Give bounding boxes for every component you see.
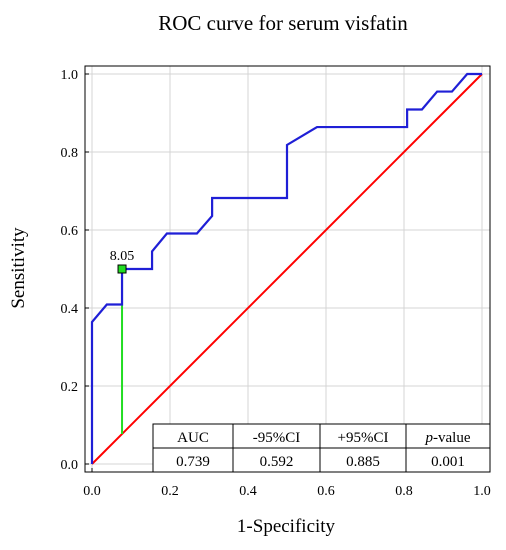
cutoff-label: 8.05 [110,249,135,264]
table-value-cell: 0.001 [431,454,465,470]
y-tick-label: 1.0 [61,68,79,83]
ticks: 0.0 0.0 0.2 0.2 0.4 0.4 0.6 0.6 0.8 0.8 1.0 1.0 [61,68,491,499]
table-value-cell: 0.885 [346,454,380,470]
x-tick-label: 0.8 [395,484,413,499]
y-axis-label: Sensitivity [8,227,29,309]
y-tick-label: 0.6 [61,224,79,239]
x-tick-label: 0.6 [317,484,335,499]
stats-table: AUC -95%CI +95%CI p-value 0.739 0.592 0.885 0.0… [152,423,491,473]
table-header-cell: +95%CI [338,430,389,446]
chart-title: ROC curve for serum visfatin [158,11,408,35]
table-value-cell: 0.739 [176,454,210,470]
table-header-cell: p-value [425,430,471,446]
x-tick-label: 0.0 [83,484,101,499]
x-axis-label: 1-Specificity [237,516,336,537]
table-header-cell: -95%CI [253,430,301,446]
y-tick-label: 0.8 [61,146,79,161]
reference-line [91,73,483,465]
y-tick-label: 0.0 [61,458,79,473]
plot-area: 8.05 [90,72,483,465]
cutoff-marker [117,264,127,274]
x-tick-label: 1.0 [473,484,491,499]
x-tick-label: 0.2 [161,484,179,499]
roc-curve [90,72,482,464]
table-header-cell: AUC [177,430,209,446]
table-value-cell: 0.592 [260,454,294,470]
x-tick-label: 0.4 [239,484,257,499]
y-tick-label: 0.4 [61,302,79,317]
y-tick-label: 0.2 [61,380,79,395]
